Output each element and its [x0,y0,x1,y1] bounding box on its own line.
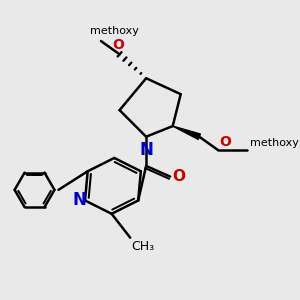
Text: methoxy: methoxy [250,138,299,148]
Text: O: O [219,135,231,149]
Text: N: N [139,142,153,160]
Text: O: O [173,169,186,184]
Polygon shape [173,126,200,140]
Text: O: O [112,38,124,52]
Text: N: N [72,191,86,209]
Text: methoxy: methoxy [90,26,139,36]
Text: CH₃: CH₃ [131,240,155,253]
